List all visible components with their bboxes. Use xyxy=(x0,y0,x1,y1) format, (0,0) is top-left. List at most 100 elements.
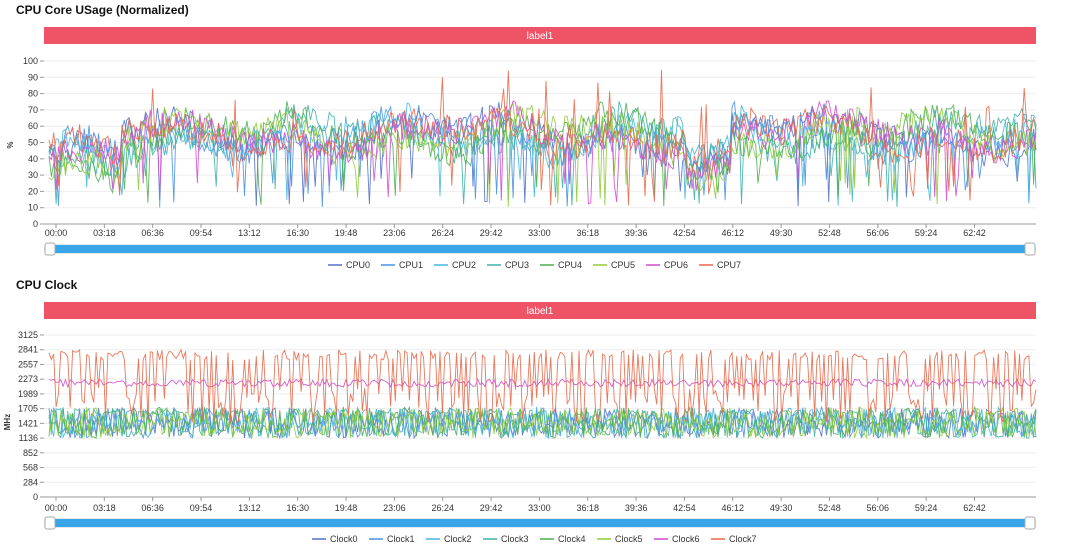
legend-label: Clock0 xyxy=(330,534,358,544)
series-line-cpu0 xyxy=(48,102,1037,207)
legend-item-cpu7[interactable]: CPU7 xyxy=(699,260,741,270)
slider-handle-right[interactable] xyxy=(1024,516,1036,530)
slider-range[interactable] xyxy=(50,245,1030,253)
legend-label: Clock1 xyxy=(387,534,415,544)
legend-item-cpu3[interactable]: CPU3 xyxy=(487,260,529,270)
legend-item-clock6[interactable]: Clock6 xyxy=(654,534,700,544)
series-line-clock5 xyxy=(48,406,1037,440)
chart-title: CPU Clock xyxy=(16,278,78,292)
legend-label: CPU0 xyxy=(346,260,370,270)
x-tick-label: 03:18 xyxy=(93,228,116,238)
y-tick-label: 0 xyxy=(33,492,38,502)
x-tick-label: 19:48 xyxy=(335,228,358,238)
y-tick-label: 2841 xyxy=(18,345,38,355)
x-tick-label: 42:54 xyxy=(673,503,696,513)
x-tick-label: 26:24 xyxy=(431,503,454,513)
legend-label: CPU6 xyxy=(664,260,688,270)
slider-handle-right[interactable] xyxy=(1024,242,1036,256)
x-tick-label: 59:24 xyxy=(915,228,938,238)
x-tick-label: 33:00 xyxy=(528,228,551,238)
y-tick-label: 80 xyxy=(28,89,38,99)
legend-item-clock7[interactable]: Clock7 xyxy=(711,534,757,544)
x-tick-label: 46:12 xyxy=(722,228,745,238)
legend: Clock0 Clock1 Clock2 Clock3 Clock4 Clock5 Cloc… xyxy=(312,534,757,544)
x-tick-label: 39:36 xyxy=(625,503,648,513)
slider-handle-left[interactable] xyxy=(44,242,56,256)
x-tick-label: 16:30 xyxy=(286,228,309,238)
legend-item-cpu0[interactable]: CPU0 xyxy=(328,260,370,270)
slider-handle-left[interactable] xyxy=(44,516,56,530)
x-tick-label: 56:06 xyxy=(867,503,890,513)
legend-item-cpu5[interactable]: CPU5 xyxy=(593,260,635,270)
legend-item-cpu6[interactable]: CPU6 xyxy=(646,260,688,270)
legend-item-cpu1[interactable]: CPU1 xyxy=(381,260,423,270)
x-tick-label: 36:18 xyxy=(576,228,599,238)
x-tick-label: 29:42 xyxy=(480,503,503,513)
x-tick-label: 49:30 xyxy=(770,228,793,238)
x-tick-label: 09:54 xyxy=(190,228,213,238)
legend-label: CPU1 xyxy=(399,260,423,270)
zoom-slider[interactable] xyxy=(44,242,1036,256)
legend: CPU0 CPU1 CPU2 CPU3 CPU4 CPU5 CPU6 CPU7 xyxy=(328,260,741,270)
x-tick-label: 13:12 xyxy=(238,503,261,513)
series-line-clock7 xyxy=(48,348,1037,424)
chart-label-band[interactable] xyxy=(44,302,1036,319)
zoom-slider[interactable] xyxy=(44,516,1036,530)
legend-label: CPU4 xyxy=(558,260,582,270)
y-tick-label: 70 xyxy=(28,105,38,115)
y-axis-label: % xyxy=(6,141,15,148)
legend-item-clock0[interactable]: Clock0 xyxy=(312,534,358,544)
x-tick-label: 26:24 xyxy=(431,228,454,238)
legend-item-clock2[interactable]: Clock2 xyxy=(426,534,472,544)
slider-range[interactable] xyxy=(50,519,1030,527)
x-tick-label: 46:12 xyxy=(722,503,745,513)
y-axis-label: MHz xyxy=(3,414,12,430)
x-tick-label: 42:54 xyxy=(673,228,696,238)
legend-label: Clock4 xyxy=(558,534,586,544)
legend-item-clock5[interactable]: Clock5 xyxy=(597,534,643,544)
chart-label-band[interactable] xyxy=(44,27,1036,44)
x-tick-labels: 00:00 03:18 06:36 09:54 13:12 16:30 19:48 23:06… xyxy=(45,224,986,238)
legend-item-clock4[interactable]: Clock4 xyxy=(540,534,586,544)
legend-label: Clock6 xyxy=(672,534,700,544)
x-tick-label: 49:30 xyxy=(770,503,793,513)
series-lines xyxy=(48,69,1037,208)
x-tick-label: 06:36 xyxy=(141,228,164,238)
x-tick-label: 23:06 xyxy=(383,503,406,513)
y-tick-label: 20 xyxy=(28,186,38,196)
x-tick-label: 09:54 xyxy=(190,503,213,513)
y-tick-label: 50 xyxy=(28,138,38,148)
y-tick-label: 1421 xyxy=(18,418,38,428)
legend-item-clock1[interactable]: Clock1 xyxy=(369,534,415,544)
y-tick-label: 90 xyxy=(28,72,38,82)
series-line-cpu7 xyxy=(48,69,1037,206)
y-tick-label: 60 xyxy=(28,121,38,131)
legend-item-cpu2[interactable]: CPU2 xyxy=(434,260,476,270)
y-tick-label: 568 xyxy=(23,463,38,473)
x-tick-label: 56:06 xyxy=(867,228,890,238)
x-tick-label: 39:36 xyxy=(625,228,648,238)
y-tick-label: 852 xyxy=(23,448,38,458)
x-tick-label: 23:06 xyxy=(383,228,406,238)
legend-label: CPU3 xyxy=(505,260,529,270)
y-tick-label: 0 xyxy=(33,219,38,229)
y-tick-label: 3125 xyxy=(18,330,38,340)
x-tick-label: 62:42 xyxy=(963,228,986,238)
y-tick-label: 10 xyxy=(28,203,38,213)
x-tick-label: 33:00 xyxy=(528,503,551,513)
y-tick-label: 1989 xyxy=(18,389,38,399)
legend-label: Clock3 xyxy=(501,534,529,544)
legend-item-clock3[interactable]: Clock3 xyxy=(483,534,529,544)
band-label: label1 xyxy=(527,31,554,42)
y-tick-label: 30 xyxy=(28,170,38,180)
x-tick-label: 62:42 xyxy=(963,503,986,513)
y-tick-label: 1705 xyxy=(18,404,38,414)
series-line-clock0 xyxy=(48,406,1037,440)
series-lines xyxy=(48,348,1037,440)
legend-label: CPU7 xyxy=(717,260,741,270)
x-tick-label: 36:18 xyxy=(576,503,599,513)
x-tick-label: 29:42 xyxy=(480,228,503,238)
legend-item-cpu4[interactable]: CPU4 xyxy=(540,260,582,270)
